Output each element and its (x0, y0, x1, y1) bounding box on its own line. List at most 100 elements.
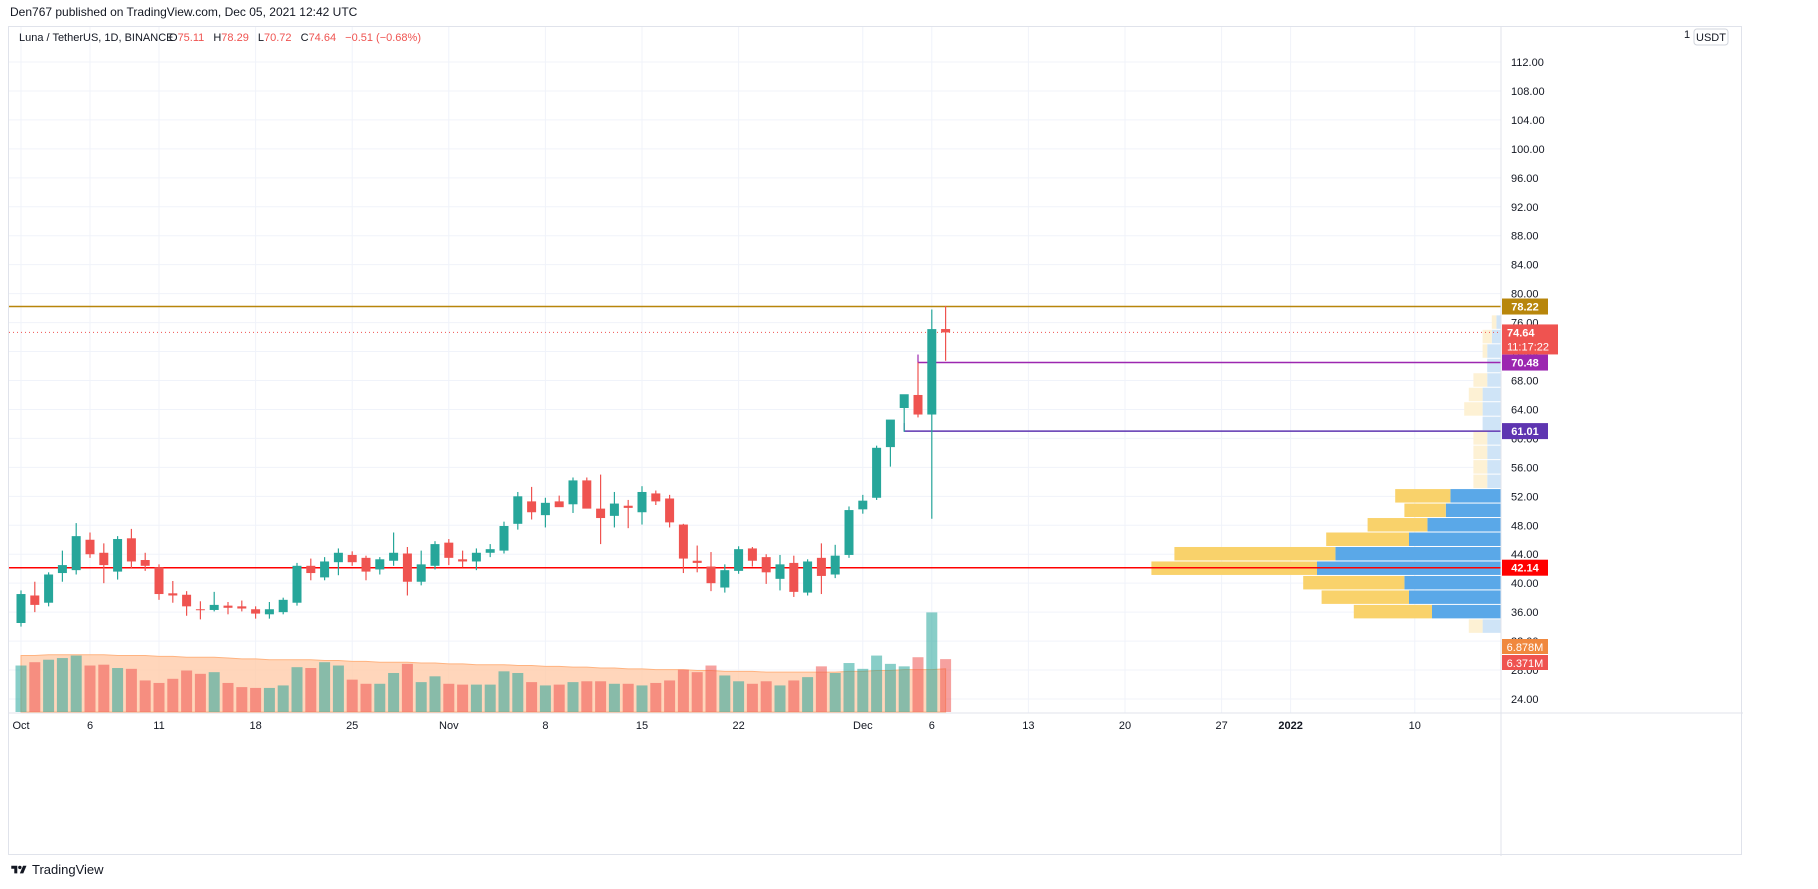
candle-body (665, 498, 675, 523)
volume-profile-down (1473, 460, 1488, 474)
candle-body (333, 552, 343, 563)
candle-body (209, 604, 219, 610)
price-tick-label: 100.00 (1511, 144, 1545, 156)
volume-bar (567, 682, 579, 712)
volume-profile-down (1473, 445, 1488, 460)
candle-body (347, 554, 357, 563)
legend-ohlc: O75.11 H78.29 L70.72 C74.64 −0.51 (−0.68… (169, 32, 421, 44)
volume-bar (98, 664, 110, 712)
legend-l-label: L (258, 32, 264, 44)
candle-body (264, 609, 274, 615)
volume-bar (526, 682, 538, 712)
volume-bar (194, 673, 206, 712)
candle-body (789, 562, 799, 592)
candle-body (113, 539, 123, 572)
volume-profile-up (1487, 344, 1501, 358)
volume-bar (125, 668, 137, 712)
volume-bar (857, 668, 869, 712)
price-tick-label: 112.00 (1511, 57, 1544, 69)
candle-body (540, 502, 550, 516)
volume-profile-down (1464, 402, 1483, 416)
candle-body (485, 549, 495, 553)
time-tick-label: 13 (1022, 720, 1034, 732)
volume-bar (457, 684, 469, 712)
last-price-badge (1502, 324, 1558, 355)
volume-bar (112, 668, 124, 712)
candle-body (706, 566, 716, 584)
candle-body (527, 501, 537, 513)
volume-profile-down (1468, 387, 1483, 402)
volume-bar (843, 663, 855, 712)
volume-bar (871, 655, 883, 712)
level-price-badge (1502, 559, 1548, 576)
tradingview-logo-icon (11, 865, 27, 873)
candle-body (57, 565, 67, 574)
candle-layer (16, 306, 951, 627)
volume-bar (139, 680, 151, 712)
time-tick-label: 6 (87, 720, 93, 732)
volume-bar (15, 665, 27, 712)
volume-profile-down (1303, 575, 1405, 590)
volume-bar (691, 672, 703, 712)
volume-bar (401, 663, 413, 712)
candle-body (775, 564, 785, 579)
candle-body (237, 606, 247, 609)
volume-bar (388, 672, 400, 712)
volume-bar (802, 677, 814, 712)
volume-bar (581, 681, 593, 712)
candle-body (223, 605, 233, 608)
volume-profile-down (1473, 373, 1488, 387)
candle-body (609, 503, 619, 516)
candle-body (99, 552, 109, 566)
volume-profile-down (1473, 474, 1488, 489)
footer-brand: TradingView (32, 862, 104, 877)
time-tick-label: 27 (1215, 720, 1227, 732)
candle-body (596, 508, 606, 519)
price-tick-label: 108.00 (1511, 86, 1545, 98)
volume-bar (43, 659, 55, 712)
volume-bar (940, 659, 952, 712)
volume-bar (884, 663, 896, 712)
volume-bar (512, 672, 524, 712)
chart-frame[interactable]: 24.0028.0032.0036.0040.0044.0048.0052.00… (8, 26, 1743, 856)
price-chart[interactable]: 24.0028.0032.0036.0040.0044.0048.0052.00… (9, 27, 1743, 856)
volume-profile-up (1487, 460, 1501, 474)
level-price-label: 42.14 (1511, 563, 1539, 575)
price-tick-label: 104.00 (1511, 115, 1545, 127)
candle-body (140, 560, 150, 566)
volume-profile-down (1395, 489, 1451, 503)
volume-bar (650, 682, 662, 712)
volume-profile-down (1482, 344, 1488, 358)
volume-profile-down (1367, 518, 1428, 532)
volume-bar (636, 685, 648, 712)
level-price-badge (1502, 423, 1548, 440)
candle-body (85, 539, 95, 555)
volume-profile-down (1174, 546, 1336, 561)
candle-body (816, 557, 826, 576)
price-tick-label: 48.00 (1511, 520, 1539, 532)
volume-bar (360, 683, 372, 712)
candle-body (182, 594, 192, 607)
volume-bar (719, 675, 731, 712)
volume-profile-down (1326, 532, 1409, 546)
volume-profile-up (1482, 387, 1501, 402)
volume-bar (733, 681, 745, 712)
last-price-label: 74.64 (1507, 327, 1535, 339)
candle-body (430, 544, 440, 566)
volume-profile-up (1482, 619, 1501, 633)
candle-body (885, 419, 895, 448)
level-layer (9, 305, 1501, 569)
volume-badge (1502, 655, 1548, 670)
volume-profile-down (1491, 315, 1497, 329)
candle-body (444, 542, 454, 558)
currency-badge[interactable]: USDT (1693, 28, 1729, 46)
candle-body (913, 394, 923, 415)
candle-body (734, 549, 744, 571)
volume-bar (153, 682, 165, 712)
time-tick-label: 25 (346, 720, 358, 732)
volume-bar (553, 684, 565, 712)
volume-profile-down (1353, 604, 1432, 619)
volume-bar (84, 665, 96, 712)
volume-profile-up (1409, 532, 1501, 546)
volume-bar (539, 685, 551, 712)
